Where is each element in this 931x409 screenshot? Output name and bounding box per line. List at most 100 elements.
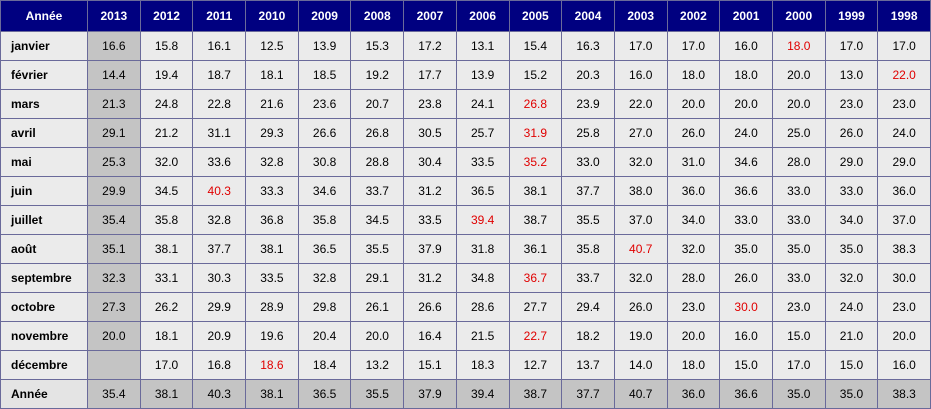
value-cell: 32.0	[666, 234, 721, 264]
value-cell: 24.0	[877, 118, 931, 148]
value-cell: 29.0	[877, 147, 931, 177]
value-cell: 21.3	[87, 89, 141, 119]
month-row: février 14.4 19.4 18.7 18.1 18.5 19.2 17.7 13.9 1…	[0, 60, 931, 90]
value-cell: 31.8	[455, 234, 510, 264]
value-cell: 19.0	[613, 321, 668, 351]
value-cell: 16.0	[719, 31, 773, 61]
year-header: 1999	[824, 0, 879, 32]
value-cell: 26.0	[719, 263, 773, 293]
value-cell: 28.9	[245, 292, 299, 322]
value-cell: 14.0	[613, 350, 668, 380]
value-cell: 36.0	[877, 176, 931, 206]
value-cell: 17.0	[666, 31, 721, 61]
value-cell: 23.0	[877, 292, 931, 322]
value-cell: 37.0	[613, 205, 668, 235]
value-cell: 38.1	[245, 234, 299, 264]
value-cell: 19.6	[245, 321, 299, 351]
value-cell: 16.3	[561, 31, 615, 61]
row-label: février	[0, 60, 88, 90]
value-cell: 26.8	[350, 118, 405, 148]
value-cell: 16.0	[613, 60, 668, 90]
value-cell: 35.0	[771, 234, 826, 264]
row-label: juillet	[0, 205, 88, 235]
month-row: avril 29.1 21.2 31.1 29.3 26.6 26.8 30.5 25.7 31.…	[0, 118, 931, 148]
year-header: 2002	[666, 0, 721, 32]
value-cell: 26.0	[666, 118, 721, 148]
value-cell: 35.5	[561, 205, 615, 235]
value-cell: 18.7	[192, 60, 247, 90]
value-cell: 35.5	[350, 234, 405, 264]
value-cell: 38.7	[508, 379, 563, 409]
value-cell: 29.1	[350, 263, 405, 293]
value-cell: 29.8	[297, 292, 352, 322]
value-cell: 23.0	[771, 292, 826, 322]
value-cell: 35.4	[87, 205, 141, 235]
month-row: novembre 20.0 18.1 20.9 19.6 20.4 20.0 16.4 21.5…	[0, 321, 931, 351]
value-cell: 39.4	[455, 379, 510, 409]
value-cell: 17.0	[877, 31, 931, 61]
value-cell: 26.0	[824, 118, 879, 148]
value-cell: 34.0	[666, 205, 721, 235]
value-cell: 20.0	[771, 60, 826, 90]
value-cell: 18.1	[245, 60, 299, 90]
value-cell: 30.3	[192, 263, 247, 293]
value-cell	[87, 350, 141, 380]
row-label: octobre	[0, 292, 88, 322]
value-cell: 31.9	[508, 118, 563, 148]
value-cell: 32.0	[139, 147, 194, 177]
value-cell: 38.1	[139, 379, 194, 409]
year-header: 2003	[613, 0, 668, 32]
value-cell: 23.0	[877, 89, 931, 119]
value-cell: 23.0	[824, 89, 879, 119]
value-cell: 27.7	[508, 292, 563, 322]
value-cell: 36.0	[666, 379, 721, 409]
year-header: 2011	[192, 0, 247, 32]
value-cell: 31.1	[192, 118, 247, 148]
value-cell: 21.2	[139, 118, 194, 148]
value-cell: 19.4	[139, 60, 194, 90]
value-cell: 33.0	[561, 147, 615, 177]
table-body: janvier 16.6 15.8 16.1 12.5 13.9 15.3 17.2 13.1 1…	[0, 31, 931, 409]
value-cell: 24.0	[824, 292, 879, 322]
value-cell: 32.8	[297, 263, 352, 293]
value-cell: 20.0	[666, 89, 721, 119]
value-cell: 33.5	[403, 205, 457, 235]
value-cell: 25.3	[87, 147, 141, 177]
value-cell: 35.8	[139, 205, 194, 235]
value-cell: 16.0	[877, 350, 931, 380]
value-cell: 37.9	[403, 379, 457, 409]
value-cell: 20.3	[561, 60, 615, 90]
month-row: mai 25.3 32.0 33.6 32.8 30.8 28.8 30.4 33.5 35.2 3…	[0, 147, 931, 177]
row-label: mai	[0, 147, 88, 177]
value-cell: 33.0	[771, 263, 826, 293]
value-cell: 33.3	[245, 176, 299, 206]
value-cell: 35.0	[719, 234, 773, 264]
value-cell: 35.2	[508, 147, 563, 177]
value-cell: 33.5	[245, 263, 299, 293]
value-cell: 13.0	[824, 60, 879, 90]
value-cell: 26.6	[403, 292, 457, 322]
value-cell: 29.9	[87, 176, 141, 206]
value-cell: 20.0	[771, 89, 826, 119]
value-cell: 18.5	[297, 60, 352, 90]
value-cell: 38.3	[877, 379, 931, 409]
value-cell: 29.4	[561, 292, 615, 322]
value-cell: 18.1	[139, 321, 194, 351]
value-cell: 37.9	[403, 234, 457, 264]
value-cell: 37.7	[192, 234, 247, 264]
value-cell: 19.2	[350, 60, 405, 90]
value-cell: 13.9	[455, 60, 510, 90]
value-cell: 21.6	[245, 89, 299, 119]
value-cell: 15.4	[508, 31, 563, 61]
value-cell: 26.8	[508, 89, 563, 119]
value-cell: 36.8	[245, 205, 299, 235]
year-header: 2009	[297, 0, 352, 32]
value-cell: 12.7	[508, 350, 563, 380]
value-cell: 40.7	[613, 379, 668, 409]
row-label: décembre	[0, 350, 88, 380]
value-cell: 28.6	[455, 292, 510, 322]
month-row: juillet 35.4 35.8 32.8 36.8 35.8 34.5 33.5 39.4 3…	[0, 205, 931, 235]
year-header: 2006	[455, 0, 510, 32]
value-cell: 26.6	[297, 118, 352, 148]
